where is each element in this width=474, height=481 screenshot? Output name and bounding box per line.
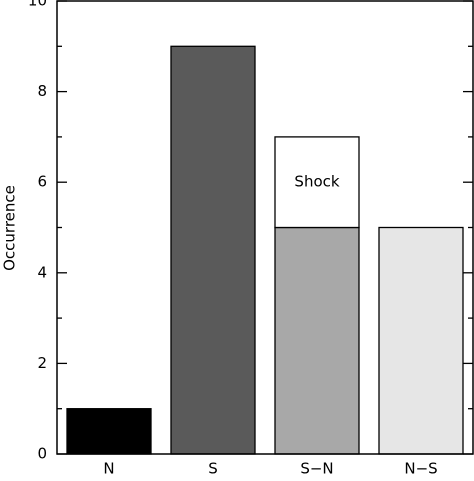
bar (274, 136, 360, 229)
x-tick-label: S (208, 460, 218, 478)
bar (66, 408, 152, 455)
y-axis-label: Occurrence (1, 185, 19, 271)
x-tick-label: N (103, 460, 114, 478)
y-tick-label: 2 (37, 354, 47, 372)
bar (274, 226, 360, 455)
bar (170, 45, 256, 455)
y-tick-label: 0 (37, 445, 47, 463)
bar (378, 226, 464, 455)
y-tick-label: 10 (28, 0, 47, 10)
y-tick-label: 8 (37, 82, 47, 100)
bar-annotation: Shock (294, 173, 339, 191)
x-tick-label: N−S (404, 460, 437, 478)
y-tick-label: 4 (37, 263, 47, 281)
x-tick-label: S−N (300, 460, 333, 478)
y-tick-label: 6 (37, 173, 47, 191)
